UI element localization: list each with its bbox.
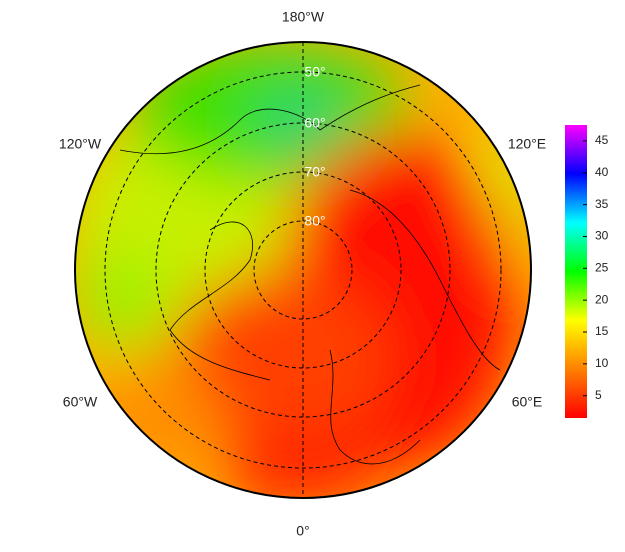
heatmap [75, 42, 531, 498]
colorbar-tick-label: 45 [595, 133, 609, 147]
meridian-label: 60°E [512, 394, 543, 410]
colorbar-tick-label: 35 [595, 197, 609, 211]
meridian-label: 0° [296, 523, 309, 539]
meridian-label: 60°W [63, 394, 98, 410]
colorbar-tick-label: 10 [595, 356, 609, 370]
meridian-label: 120°E [508, 136, 546, 152]
parallel-label: 60° [304, 115, 325, 131]
coastlines [119, 84, 501, 465]
colorbar-tick-label: 15 [595, 324, 609, 338]
colorbar-tick-label: 5 [595, 388, 602, 402]
map-border [74, 41, 532, 499]
parallel-label: 50° [304, 64, 325, 80]
parallel-label: 70° [304, 164, 325, 180]
meridian-label: 180°W [282, 9, 325, 25]
colorbar-tick-label: 20 [595, 292, 609, 306]
colorbar-tick-label: 25 [595, 260, 609, 274]
colorbar [565, 125, 587, 418]
parallel-label: 80° [304, 213, 325, 229]
graticule [104, 42, 502, 498]
colorbar-tick-label: 30 [595, 229, 609, 243]
meridian-label: 120°W [59, 136, 102, 152]
colorbar-tick-label: 40 [595, 165, 609, 179]
